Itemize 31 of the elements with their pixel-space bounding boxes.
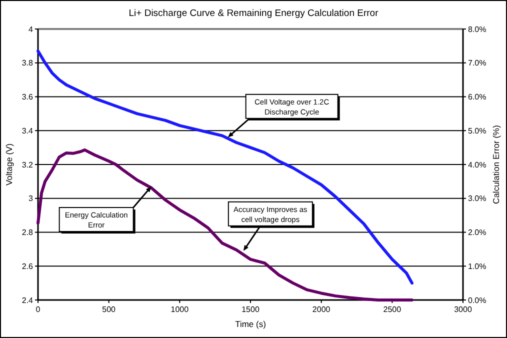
line-series [36, 148, 414, 302]
chart-title: Li+ Discharge Curve & Remaining Energy Calculation Error [128, 8, 378, 19]
y2-axis-title: Calculation Error (%) [491, 124, 501, 204]
y-axis-title: Voltage (V) [4, 143, 14, 186]
y2-tick-label: 0.0% [468, 296, 486, 305]
x-tick-label: 500 [102, 305, 116, 314]
y2-tick-label: 3.0% [468, 194, 486, 204]
y2-tick-label: 5.0% [468, 126, 486, 136]
x-tick-label: 1500 [242, 305, 260, 314]
x-tick-label: 1000 [170, 305, 190, 314]
y2-tick-label: 2.0% [468, 228, 486, 238]
y-tick-label: 2.6 [22, 262, 34, 271]
y-tick-label: 2.4 [22, 296, 34, 305]
y-tick-label: 4 [28, 24, 34, 34]
y2-tick-label: 8.0% [468, 24, 486, 34]
x-axis-title: Time (s) [235, 319, 266, 329]
y-tick-label: 3 [28, 194, 34, 204]
y2-tick-label: 4.0% [468, 160, 486, 170]
y2-tick-label: 1.0% [468, 262, 486, 271]
x-tick-label: 2000 [312, 305, 331, 314]
y-tick-label: 3.8 [22, 58, 34, 68]
x-tick-label: 3000 [454, 305, 472, 314]
y-tick-label: 3.4 [22, 126, 34, 136]
y-tick-label: 2.8 [22, 228, 34, 238]
y-tick-label: 3.6 [22, 92, 34, 102]
x-tick-label: 0 [36, 305, 41, 314]
y2-tick-label: 6.0% [468, 92, 486, 102]
line-series [36, 50, 414, 285]
y-tick-label: 3.2 [22, 160, 34, 170]
y2-tick-label: 7.0% [468, 58, 486, 68]
x-tick-label: 2500 [383, 305, 402, 314]
